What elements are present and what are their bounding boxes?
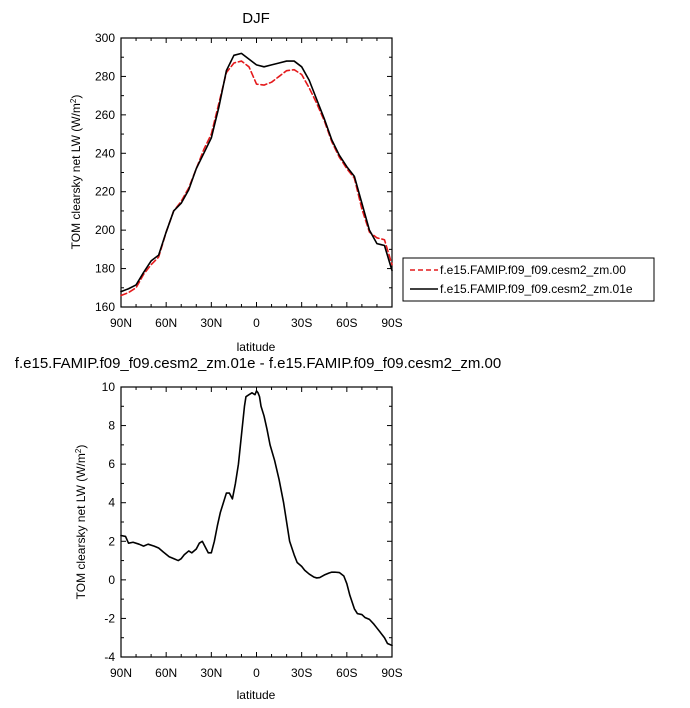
top-x-tick-label: 60N <box>155 316 177 330</box>
bottom-chart: f.e15.FAMIP.f09_f09.cesm2_zm.01e - f.e15… <box>15 355 501 702</box>
bottom-plot-frame <box>120 386 393 658</box>
bottom-chart-title: f.e15.FAMIP.f09_f09.cesm2_zm.01e - f.e15… <box>15 355 501 372</box>
bottom-x-tick-label: 0 <box>253 666 260 680</box>
bottom-x-ticks: 90N 60N 30N 0 30S 60S 90S <box>110 387 403 680</box>
top-x-tick-label: 90S <box>381 316 402 330</box>
top-x-ticks: 90N 60N 30N 0 30S 60S 90S <box>110 38 403 330</box>
top-series-group <box>120 52 393 297</box>
bottom-x-tick-label: 30N <box>200 666 222 680</box>
bottom-y-tick-label: 0 <box>108 573 115 587</box>
top-chart: DJF 160 180 200 220 240 260 280 300 90N 60N 30N 0 3… <box>69 10 403 354</box>
top-y-tick-label: 260 <box>95 108 115 122</box>
legend-label-00: f.e15.FAMIP.f09_f09.cesm2_zm.00 <box>440 263 626 277</box>
bottom-x-tick-label: 30S <box>291 666 312 680</box>
top-x-tick-label: 60S <box>336 316 357 330</box>
top-y-tick-label: 240 <box>95 146 115 160</box>
bottom-y-tick-label: 10 <box>102 380 116 394</box>
bottom-x-tick-label: 90S <box>381 666 402 680</box>
legend-box <box>402 257 655 302</box>
bottom-y-tick-label: 6 <box>108 457 115 471</box>
top-x-tick-label: 90N <box>110 316 132 330</box>
bottom-y-tick-label: 2 <box>108 534 115 548</box>
top-x-axis-label: latitude <box>237 340 276 354</box>
top-y-axis-label: TOM clearsky net LW (W/m2) <box>69 95 84 250</box>
top-y-ticks: 160 180 200 220 240 260 280 300 <box>95 31 392 314</box>
top-y-tick-label: 200 <box>95 223 115 237</box>
bottom-series-group <box>120 390 393 647</box>
bottom-series-line-0 <box>120 390 393 647</box>
top-chart-title: DJF <box>242 10 270 27</box>
top-series-line-1 <box>120 52 393 293</box>
bottom-y-tick-label: -4 <box>104 650 115 664</box>
bottom-y-axis-label: TOM clearsky net LW (W/m2) <box>74 445 89 600</box>
top-x-tick-label: 30S <box>291 316 312 330</box>
legend: f.e15.FAMIP.f09_f09.cesm2_zm.00 f.e15.FA… <box>402 257 655 302</box>
top-y-tick-label: 180 <box>95 262 115 276</box>
top-y-tick-label: 280 <box>95 69 115 83</box>
bottom-x-tick-label: 60N <box>155 666 177 680</box>
bottom-x-axis-label: latitude <box>237 688 276 702</box>
top-series-line-0 <box>120 60 393 297</box>
top-y-tick-label: 160 <box>95 300 115 314</box>
bottom-y-tick-label: -2 <box>104 611 115 625</box>
top-x-tick-label: 30N <box>200 316 222 330</box>
bottom-x-tick-label: 60S <box>336 666 357 680</box>
bottom-x-tick-label: 90N <box>110 666 132 680</box>
bottom-y-tick-label: 8 <box>108 419 115 433</box>
top-y-tick-label: 300 <box>95 31 115 45</box>
legend-label-01e: f.e15.FAMIP.f09_f09.cesm2_zm.01e <box>440 282 633 296</box>
top-y-tick-label: 220 <box>95 185 115 199</box>
bottom-y-tick-label: 4 <box>108 496 115 510</box>
top-x-tick-label: 0 <box>253 316 260 330</box>
bottom-y-ticks: -4 -2 0 2 4 6 8 10 <box>102 380 392 664</box>
